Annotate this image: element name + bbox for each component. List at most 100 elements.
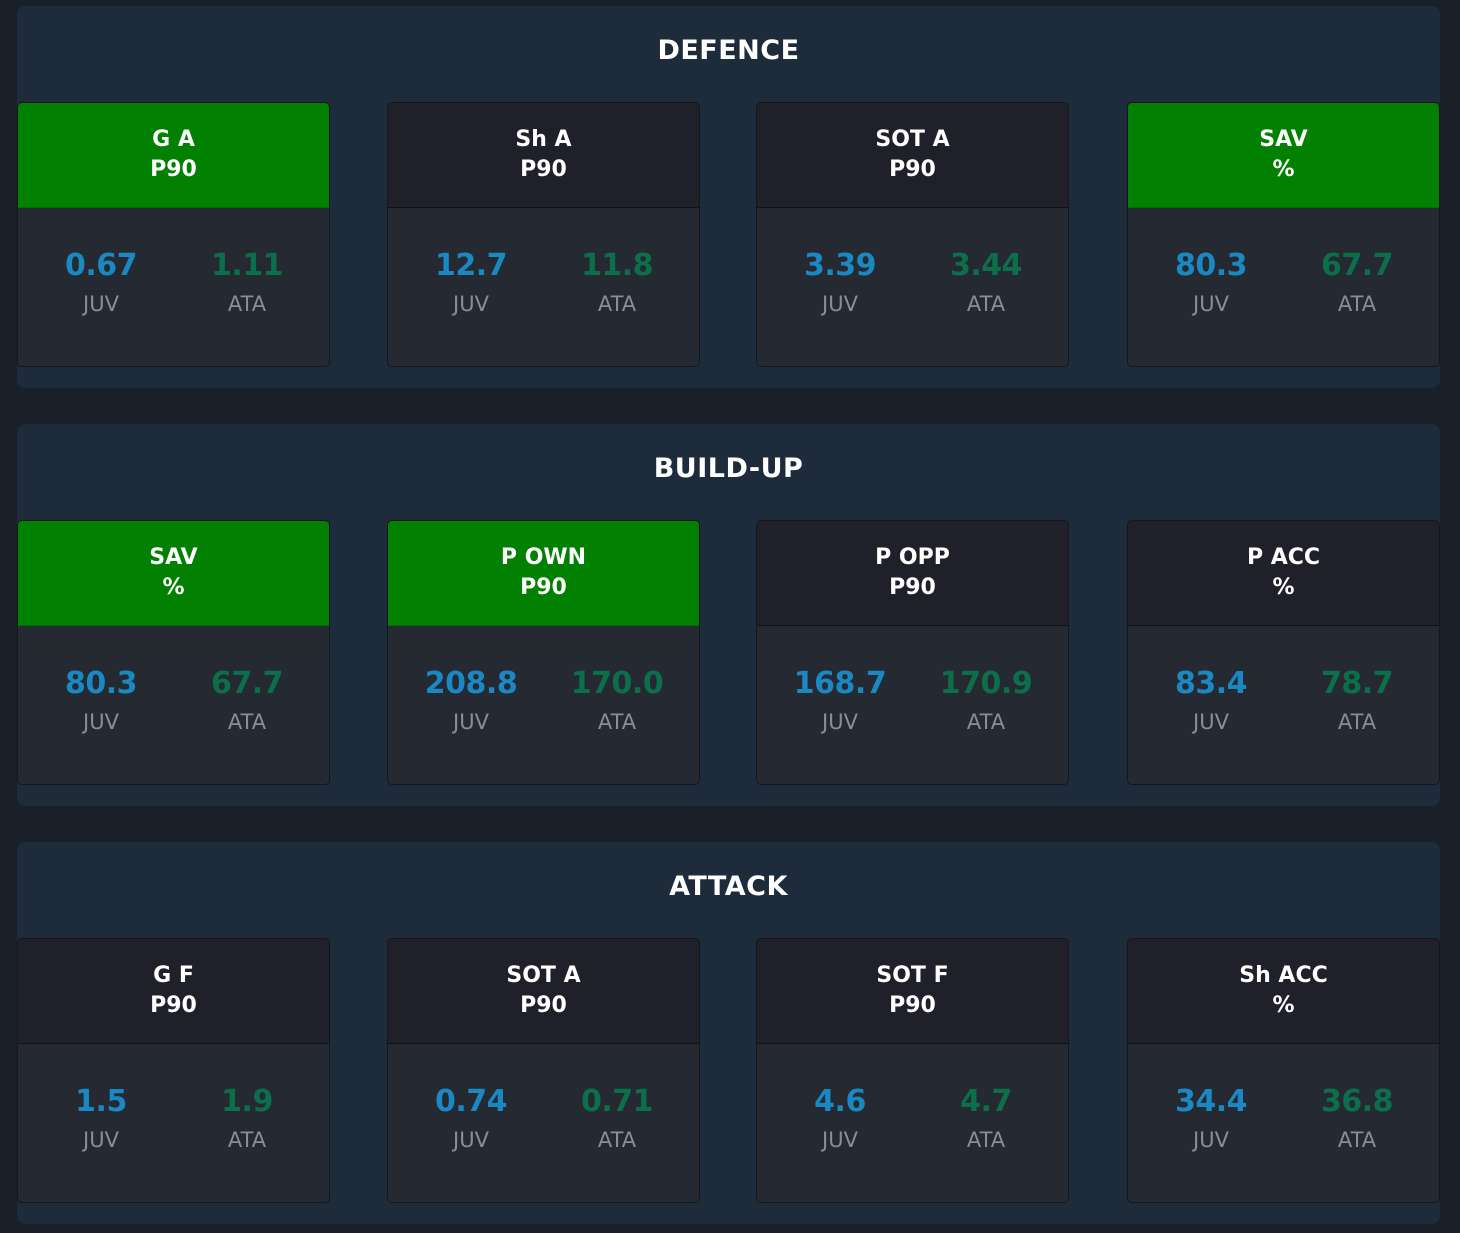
stat-card-header: Sh ACC% [1128, 939, 1439, 1044]
stat-card[interactable]: SAV% 80.3 JUV 67.7 ATA [17, 520, 330, 785]
stat-card-header: G A P90 [18, 103, 329, 208]
juv-value: 80.3 [64, 666, 138, 701]
juv-stat: 0.74 JUV [391, 1084, 551, 1153]
juv-value: 4.6 [814, 1084, 866, 1119]
stat-card[interactable]: SOT F P90 4.6 JUV 4.7 ATA [756, 938, 1069, 1203]
stat-unit: P90 [889, 157, 936, 182]
ata-stat: 3.44 ATA [906, 248, 1066, 317]
section-build-up: BUILD-UP SAV% 80.3 JUV 67.7 ATA P OWN P90 208.8 J… [17, 424, 1440, 806]
ata-stat: 1.11 ATA [167, 248, 327, 317]
stat-unit: P90 [520, 157, 567, 182]
stat-card[interactable]: P OWN P90 208.8 JUV 170.0 ATA [387, 520, 700, 785]
stat-values: 83.4 JUV 78.7 ATA [1128, 626, 1439, 784]
stat-card-header: P OPP P90 [757, 521, 1068, 626]
ata-value: 78.7 [1320, 666, 1394, 701]
stat-card[interactable]: SOT A P90 0.74 JUV 0.71 ATA [387, 938, 700, 1203]
stat-label: SAV [1259, 127, 1308, 152]
juv-stat: 168.7 JUV [760, 666, 920, 735]
stat-unit: P90 [520, 993, 567, 1018]
juv-stat: 80.3 JUV [21, 666, 181, 735]
stat-values: 208.8 JUV 170.0 ATA [388, 626, 699, 784]
ata-value: 67.7 [1320, 248, 1394, 283]
ata-stat: 0.71 ATA [537, 1084, 697, 1153]
ata-team-label: ATA [966, 710, 1006, 734]
stat-unit: P90 [150, 993, 197, 1018]
juv-team-label: JUV [453, 1128, 489, 1152]
stat-card-header: SAV% [18, 521, 329, 626]
stat-values: 168.7 JUV 170.9 ATA [757, 626, 1068, 784]
stat-unit: % [162, 575, 185, 600]
stat-label: SOT F [876, 963, 949, 988]
juv-team-label: JUV [1193, 292, 1229, 316]
stat-card[interactable]: G A P90 0.67 JUV 1.11 ATA [17, 102, 330, 367]
stat-values: 4.6 JUV 4.7 ATA [757, 1044, 1068, 1202]
ata-value: 11.8 [580, 248, 654, 283]
juv-team-label: JUV [822, 292, 858, 316]
juv-stat: 83.4 JUV [1131, 666, 1291, 735]
ata-stat: 1.9 ATA [167, 1084, 327, 1153]
stat-values: 12.7 JUV 11.8 ATA [388, 208, 699, 366]
stat-card[interactable]: Sh A P90 12.7 JUV 11.8 ATA [387, 102, 700, 367]
juv-value: 168.7 [793, 666, 887, 701]
juv-team-label: JUV [1193, 1128, 1229, 1152]
ata-value: 36.8 [1320, 1084, 1394, 1119]
stat-card[interactable]: SOT A P90 3.39 JUV 3.44 ATA [756, 102, 1069, 367]
ata-stat: 170.9 ATA [906, 666, 1066, 735]
juv-stat: 12.7 JUV [391, 248, 551, 317]
juv-team-label: JUV [83, 710, 119, 734]
juv-team-label: JUV [453, 292, 489, 316]
stat-label: P ACC [1246, 545, 1321, 570]
ata-team-label: ATA [1337, 710, 1377, 734]
ata-team-label: ATA [1337, 1128, 1377, 1152]
juv-stat: 80.3 JUV [1131, 248, 1291, 317]
juv-team-label: JUV [822, 1128, 858, 1152]
stat-card[interactable]: SAV% 80.3 JUV 67.7 ATA [1127, 102, 1440, 367]
stat-label: G A [152, 127, 195, 152]
stat-label: SAV [149, 545, 198, 570]
stat-card-header: Sh A P90 [388, 103, 699, 208]
stat-label: G F [153, 963, 194, 988]
stat-unit: P90 [889, 575, 936, 600]
ata-team-label: ATA [597, 292, 637, 316]
section-defence: DEFENCE G A P90 0.67 JUV 1.11 ATA Sh A P90 12.7 JU… [17, 6, 1440, 388]
stat-label: SOT A [875, 127, 950, 152]
stat-unit: P90 [150, 157, 197, 182]
ata-team-label: ATA [966, 1128, 1006, 1152]
stat-card-header: P OWN P90 [388, 521, 699, 626]
ata-value: 0.71 [580, 1084, 654, 1119]
juv-value: 83.4 [1174, 666, 1248, 701]
juv-value: 3.39 [803, 248, 877, 283]
juv-stat: 3.39 JUV [760, 248, 920, 317]
stat-card[interactable]: G F P90 1.5 JUV 1.9 ATA [17, 938, 330, 1203]
juv-team-label: JUV [822, 710, 858, 734]
stat-card[interactable]: P OPP P90 168.7 JUV 170.9 ATA [756, 520, 1069, 785]
ata-stat: 67.7 ATA [167, 666, 327, 735]
juv-team-label: JUV [83, 1128, 119, 1152]
ata-team-label: ATA [597, 710, 637, 734]
juv-value: 34.4 [1174, 1084, 1248, 1119]
ata-value: 3.44 [949, 248, 1023, 283]
stat-values: 80.3 JUV 67.7 ATA [18, 626, 329, 784]
ata-team-label: ATA [597, 1128, 637, 1152]
juv-stat: 4.6 JUV [760, 1084, 920, 1153]
ata-stat: 170.0 ATA [537, 666, 697, 735]
ata-team-label: ATA [1337, 292, 1377, 316]
ata-value: 170.0 [570, 666, 664, 701]
ata-stat: 67.7 ATA [1277, 248, 1437, 317]
juv-stat: 0.67 JUV [21, 248, 181, 317]
stat-values: 80.3 JUV 67.7 ATA [1128, 208, 1439, 366]
stat-card-header: SOT A P90 [757, 103, 1068, 208]
stat-card-header: G F P90 [18, 939, 329, 1044]
ata-value: 1.9 [221, 1084, 273, 1119]
stat-card[interactable]: Sh ACC% 34.4 JUV 36.8 ATA [1127, 938, 1440, 1203]
stat-card[interactable]: P ACC% 83.4 JUV 78.7 ATA [1127, 520, 1440, 785]
juv-team-label: JUV [83, 292, 119, 316]
ata-value: 170.9 [939, 666, 1033, 701]
juv-value: 80.3 [1174, 248, 1248, 283]
ata-team-label: ATA [227, 292, 267, 316]
ata-stat: 36.8 ATA [1277, 1084, 1437, 1153]
stat-card-header: SAV% [1128, 103, 1439, 208]
juv-stat: 34.4 JUV [1131, 1084, 1291, 1153]
juv-team-label: JUV [453, 710, 489, 734]
ata-value: 4.7 [960, 1084, 1012, 1119]
